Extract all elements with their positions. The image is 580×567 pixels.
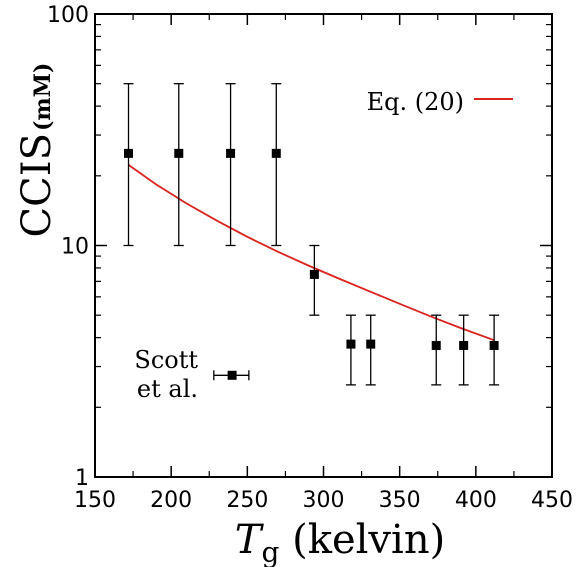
- x-tick-labels: 150 200 250 300 350 400 450: [74, 488, 573, 513]
- y-tick-label: 100: [47, 3, 89, 28]
- legend-label: Eq. (20): [367, 88, 464, 116]
- x-axis-subscript: g: [261, 536, 279, 567]
- point-marker: [366, 339, 376, 349]
- y-axis-main: CCIS: [14, 133, 60, 237]
- x-tick-label: 400: [455, 488, 497, 513]
- data-points-layer: [123, 83, 500, 386]
- data-point: [271, 83, 282, 247]
- x-tick-label: 150: [74, 488, 116, 513]
- x-axis-symbol: T: [235, 517, 265, 563]
- model-curve: [127, 164, 495, 342]
- point-marker: [174, 148, 184, 158]
- point-marker: [346, 339, 356, 349]
- x-axis-title: Tg (kelvin): [235, 517, 445, 567]
- x-tick-label: 300: [303, 488, 345, 513]
- data-point: [173, 83, 184, 247]
- point-marker: [226, 148, 236, 158]
- point-marker: [489, 340, 499, 350]
- x-tick-label: 350: [379, 488, 421, 513]
- data-point: [345, 314, 356, 386]
- x-axis-unit: (kelvin): [292, 517, 445, 563]
- data-point: [365, 314, 376, 386]
- data-point: [123, 83, 134, 247]
- y-axis-unit: (mM): [30, 63, 56, 131]
- point-marker: [459, 340, 469, 350]
- annotation-scott-line2: et al.: [137, 375, 198, 403]
- y-tick-labels: 1 10 100: [47, 3, 89, 491]
- point-marker: [227, 370, 237, 380]
- point-marker: [124, 148, 134, 158]
- point-marker: [271, 148, 281, 158]
- annotation-scott-line1: Scott: [134, 346, 198, 374]
- x-axis-space: [279, 517, 292, 563]
- point-marker: [309, 269, 319, 279]
- model-curve-layer: [127, 164, 495, 342]
- x-tick-label: 450: [531, 488, 573, 513]
- point-marker: [431, 340, 441, 350]
- x-tick-label: 250: [226, 488, 268, 513]
- data-point: [431, 314, 442, 386]
- data-point: [309, 244, 320, 316]
- x-tick-label: 200: [150, 488, 192, 513]
- y-tick-label: 10: [61, 235, 89, 260]
- data-point: [458, 314, 469, 386]
- plot-frame: [94, 13, 553, 478]
- data-point: [489, 314, 500, 386]
- data-point: [225, 83, 236, 247]
- scott-data-point: [213, 370, 250, 381]
- axis-ticks: [94, 13, 553, 478]
- y-tick-label: 1: [75, 466, 89, 491]
- y-axis-title: CCIS(mM): [14, 63, 60, 238]
